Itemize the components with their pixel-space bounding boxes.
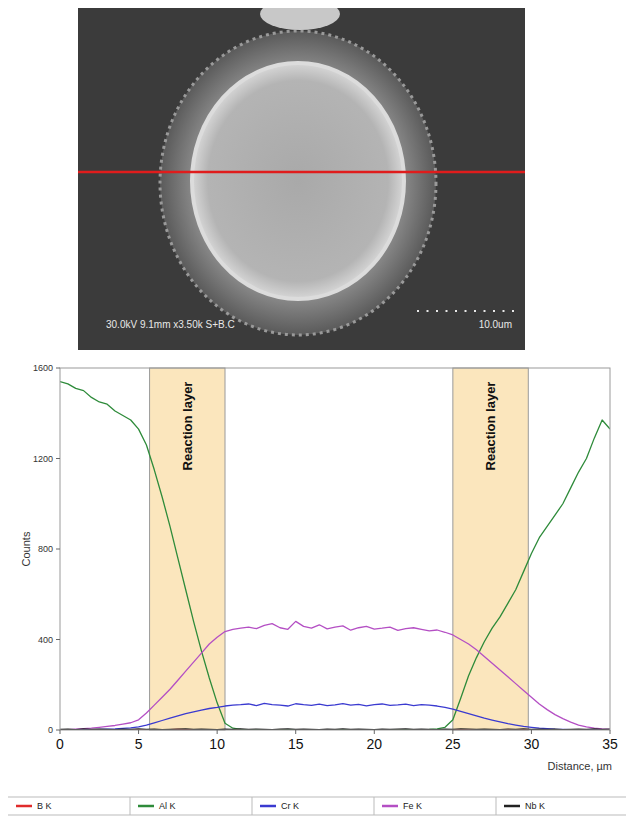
legend-swatch bbox=[138, 805, 154, 808]
annotation-label: Reaction layer bbox=[483, 382, 498, 471]
series-lines bbox=[60, 382, 610, 730]
particle-core bbox=[192, 63, 404, 299]
annotation-label: Reaction layer bbox=[180, 382, 195, 471]
legend-label: Al K bbox=[159, 801, 176, 811]
micrograph-info: 30.0kV 9.1mm x3.50k S+B.C bbox=[106, 319, 235, 330]
micrograph-background bbox=[78, 8, 525, 350]
reaction-layer-band bbox=[453, 368, 528, 730]
x-tick bbox=[531, 730, 532, 734]
y-tick-label: 1600 bbox=[33, 363, 53, 373]
x-tick bbox=[610, 730, 611, 734]
reaction-layer-band bbox=[150, 368, 225, 730]
y-tick-label: 1200 bbox=[33, 454, 53, 464]
x-tick-label: 10 bbox=[209, 736, 225, 752]
y-tick bbox=[56, 639, 60, 640]
x-tick bbox=[452, 730, 453, 734]
x-tick bbox=[374, 730, 375, 734]
plot-background bbox=[60, 368, 610, 730]
legend-label: Nb K bbox=[525, 801, 545, 811]
x-tick bbox=[60, 730, 61, 734]
legend-label: Fe K bbox=[403, 801, 422, 811]
scale-bar-label: 10.0um bbox=[479, 319, 512, 330]
legend-separator bbox=[130, 797, 131, 815]
x-tick-label: 5 bbox=[135, 736, 143, 752]
scale-bar-dot bbox=[436, 310, 438, 312]
x-tick-label: 20 bbox=[366, 736, 382, 752]
x-tick bbox=[295, 730, 296, 734]
legend-separator bbox=[374, 797, 375, 815]
reaction-halo bbox=[160, 31, 436, 335]
scale-bar-dot bbox=[493, 310, 495, 312]
scale-bar-dot bbox=[512, 310, 514, 312]
scale-bar-dot bbox=[446, 310, 448, 312]
y-tick bbox=[56, 458, 60, 459]
x-tick bbox=[138, 730, 139, 734]
scale-bar-dot bbox=[503, 310, 505, 312]
scale-bar-dot bbox=[465, 310, 467, 312]
scale-bar-dot bbox=[484, 310, 486, 312]
y-tick-label: 800 bbox=[38, 544, 53, 554]
scale-bar-dot bbox=[427, 310, 429, 312]
legend-separator bbox=[252, 797, 253, 815]
x-tick-label: 25 bbox=[445, 736, 461, 752]
top-particle bbox=[260, 8, 340, 30]
y-tick bbox=[56, 368, 60, 369]
legend-label: Cr K bbox=[281, 801, 299, 811]
legend-swatch bbox=[260, 805, 276, 808]
y-tick-label: 400 bbox=[38, 635, 53, 645]
x-axis-title: Distance, µm bbox=[548, 760, 612, 772]
micrograph: 30.0kV 9.1mm x3.50k S+B.C 10.0um bbox=[78, 8, 525, 350]
legend-swatch bbox=[504, 805, 520, 808]
x-tick-label: 35 bbox=[602, 736, 618, 752]
x-tick-label: 15 bbox=[288, 736, 304, 752]
legend-border bbox=[8, 815, 626, 816]
y-tick bbox=[56, 730, 60, 731]
y-axis-title: Counts bbox=[20, 531, 32, 566]
plot-frame bbox=[60, 368, 610, 730]
scan-line bbox=[78, 171, 525, 174]
legend-swatch bbox=[382, 805, 398, 808]
scale-bar-dot bbox=[455, 310, 457, 312]
legend-swatch bbox=[16, 805, 32, 808]
legend-separator bbox=[496, 797, 497, 815]
y-tick bbox=[56, 549, 60, 550]
legend-label: B K bbox=[37, 801, 52, 811]
x-tick bbox=[217, 730, 218, 734]
y-tick-label: 0 bbox=[48, 725, 53, 735]
x-tick-label: 30 bbox=[524, 736, 540, 752]
x-tick-label: 0 bbox=[56, 736, 64, 752]
series-line bbox=[60, 621, 610, 730]
series-line bbox=[60, 382, 610, 730]
page: 30.0kV 9.1mm x3.50k S+B.C 10.0um Reaction … bbox=[0, 0, 634, 826]
scale-bar-dot bbox=[417, 310, 419, 312]
scale-bar-dot bbox=[474, 310, 476, 312]
legend-border bbox=[8, 797, 626, 798]
